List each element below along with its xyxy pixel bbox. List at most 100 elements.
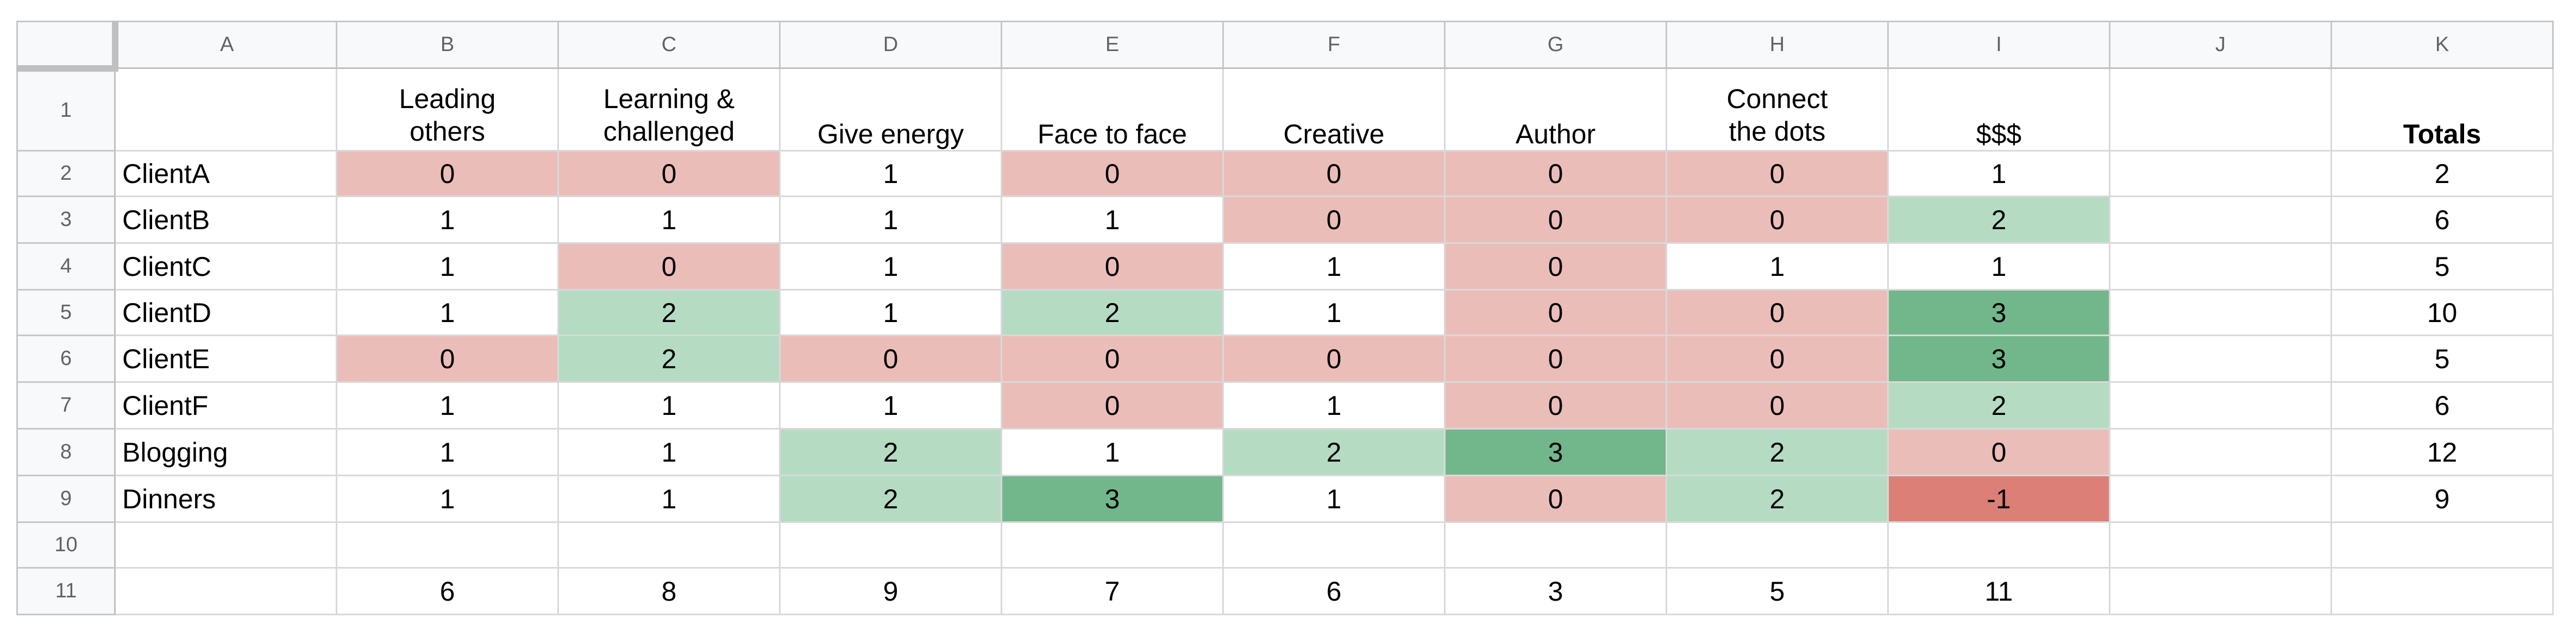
cell-b5[interactable]: 1	[336, 289, 559, 336]
cell-h10[interactable]	[1666, 521, 1889, 569]
cell-h2[interactable]: 0	[1666, 150, 1889, 197]
cell-a1[interactable]	[114, 67, 337, 152]
row-header-4[interactable]: 4	[16, 242, 116, 291]
cell-h3[interactable]: 0	[1666, 196, 1889, 244]
cell-i5[interactable]: 3	[1887, 289, 2110, 336]
cell-h11[interactable]: 5	[1666, 567, 1889, 615]
cell-e6[interactable]: 0	[1001, 335, 1224, 383]
cell-g6[interactable]: 0	[1444, 335, 1667, 383]
cell-f2[interactable]: 0	[1222, 150, 1446, 197]
cell-j2[interactable]	[2109, 150, 2332, 197]
cell-d6[interactable]: 0	[779, 335, 1002, 383]
cell-b8[interactable]: 1	[336, 428, 559, 476]
cell-j5[interactable]	[2109, 289, 2332, 336]
cell-i10[interactable]	[1887, 521, 2110, 569]
cell-b6[interactable]: 0	[336, 335, 559, 383]
cell-c4[interactable]: 0	[557, 242, 781, 291]
cell-j1[interactable]	[2109, 67, 2332, 152]
cell-f9[interactable]: 1	[1222, 475, 1446, 523]
cell-a8[interactable]: Blogging	[114, 428, 337, 476]
cell-i1[interactable]: $$$	[1887, 67, 2110, 152]
cell-a9[interactable]: Dinners	[114, 475, 337, 523]
row-header-7[interactable]: 7	[16, 381, 116, 430]
cell-a3[interactable]: ClientB	[114, 196, 337, 244]
cell-h9[interactable]: 2	[1666, 475, 1889, 523]
cell-j8[interactable]	[2109, 428, 2332, 476]
cell-a11[interactable]	[114, 567, 337, 615]
row-header-2[interactable]: 2	[16, 150, 116, 197]
cell-f11[interactable]: 6	[1222, 567, 1446, 615]
column-header-a[interactable]: A	[114, 21, 337, 69]
cell-b10[interactable]	[336, 521, 559, 569]
column-header-i[interactable]: I	[1887, 21, 2110, 69]
cell-g11[interactable]: 3	[1444, 567, 1667, 615]
cell-a10[interactable]	[114, 521, 337, 569]
cell-j7[interactable]	[2109, 381, 2332, 430]
cell-g3[interactable]: 0	[1444, 196, 1667, 244]
column-header-h[interactable]: H	[1666, 21, 1889, 69]
row-header-1[interactable]: 1	[16, 67, 116, 152]
cell-k9[interactable]: 9	[2330, 475, 2554, 523]
cell-g7[interactable]: 0	[1444, 381, 1667, 430]
cell-d11[interactable]: 9	[779, 567, 1002, 615]
cell-f10[interactable]	[1222, 521, 1446, 569]
cell-c5[interactable]: 2	[557, 289, 781, 336]
cell-i6[interactable]: 3	[1887, 335, 2110, 383]
cell-c3[interactable]: 1	[557, 196, 781, 244]
cell-g1[interactable]: Author	[1444, 67, 1667, 152]
column-header-b[interactable]: B	[336, 21, 559, 69]
cell-f4[interactable]: 1	[1222, 242, 1446, 291]
row-header-5[interactable]: 5	[16, 289, 116, 336]
cell-e3[interactable]: 1	[1001, 196, 1224, 244]
cell-a7[interactable]: ClientF	[114, 381, 337, 430]
cell-a2[interactable]: ClientA	[114, 150, 337, 197]
cell-e2[interactable]: 0	[1001, 150, 1224, 197]
row-header-6[interactable]: 6	[16, 335, 116, 383]
cell-h8[interactable]: 2	[1666, 428, 1889, 476]
cell-f7[interactable]: 1	[1222, 381, 1446, 430]
cell-d3[interactable]: 1	[779, 196, 1002, 244]
cell-k5[interactable]: 10	[2330, 289, 2554, 336]
column-header-c[interactable]: C	[557, 21, 781, 69]
row-header-10[interactable]: 10	[16, 521, 116, 569]
cell-h1[interactable]: Connect the dots	[1666, 67, 1889, 152]
cell-d9[interactable]: 2	[779, 475, 1002, 523]
cell-e8[interactable]: 1	[1001, 428, 1224, 476]
cell-g8[interactable]: 3	[1444, 428, 1667, 476]
cell-j6[interactable]	[2109, 335, 2332, 383]
cell-d1[interactable]: Give energy	[779, 67, 1002, 152]
cell-e9[interactable]: 3	[1001, 475, 1224, 523]
cell-i2[interactable]: 1	[1887, 150, 2110, 197]
cell-e11[interactable]: 7	[1001, 567, 1224, 615]
row-header-8[interactable]: 8	[16, 428, 116, 476]
cell-k1[interactable]: Totals	[2330, 67, 2554, 152]
cell-k8[interactable]: 12	[2330, 428, 2554, 476]
column-header-d[interactable]: D	[779, 21, 1002, 69]
cell-i4[interactable]: 1	[1887, 242, 2110, 291]
cell-h5[interactable]: 0	[1666, 289, 1889, 336]
cell-f8[interactable]: 2	[1222, 428, 1446, 476]
cell-b7[interactable]: 1	[336, 381, 559, 430]
cell-c10[interactable]	[557, 521, 781, 569]
cell-k4[interactable]: 5	[2330, 242, 2554, 291]
cell-b9[interactable]: 1	[336, 475, 559, 523]
cell-a5[interactable]: ClientD	[114, 289, 337, 336]
cell-k3[interactable]: 6	[2330, 196, 2554, 244]
cell-g9[interactable]: 0	[1444, 475, 1667, 523]
cell-f1[interactable]: Creative	[1222, 67, 1446, 152]
cell-e1[interactable]: Face to face	[1001, 67, 1224, 152]
cell-b11[interactable]: 6	[336, 567, 559, 615]
cell-h4[interactable]: 1	[1666, 242, 1889, 291]
cell-h7[interactable]: 0	[1666, 381, 1889, 430]
cell-c9[interactable]: 1	[557, 475, 781, 523]
cell-i8[interactable]: 0	[1887, 428, 2110, 476]
column-header-f[interactable]: F	[1222, 21, 1446, 69]
cell-e7[interactable]: 0	[1001, 381, 1224, 430]
cell-i7[interactable]: 2	[1887, 381, 2110, 430]
cell-g10[interactable]	[1444, 521, 1667, 569]
column-header-j[interactable]: J	[2109, 21, 2332, 69]
row-header-9[interactable]: 9	[16, 475, 116, 523]
cell-j3[interactable]	[2109, 196, 2332, 244]
cell-c7[interactable]: 1	[557, 381, 781, 430]
cell-k10[interactable]	[2330, 521, 2554, 569]
